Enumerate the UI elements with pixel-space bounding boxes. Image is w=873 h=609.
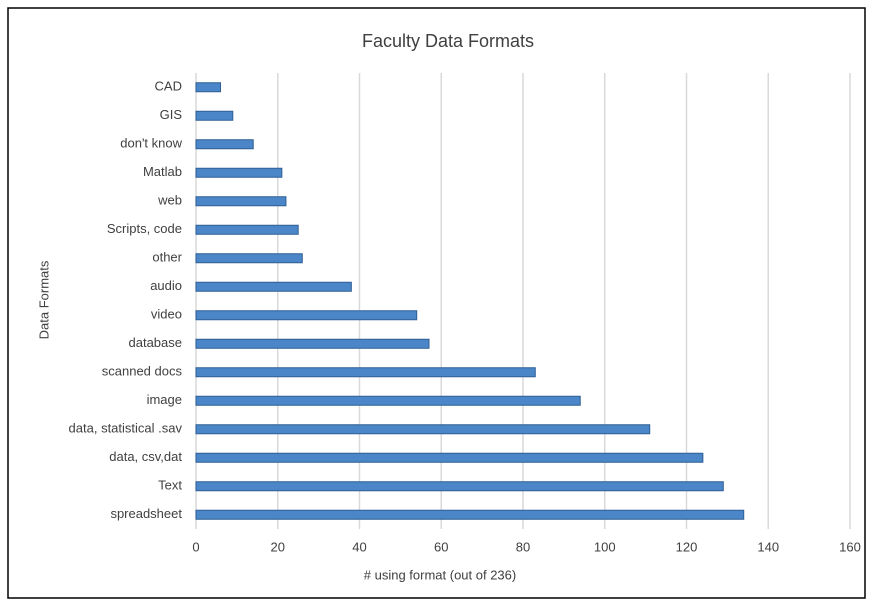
- y-tick-label: other: [152, 250, 182, 265]
- y-tick-label: Text: [158, 478, 182, 493]
- bar: [195, 338, 430, 349]
- y-axis-label: Data Formats: [36, 260, 51, 339]
- x-tick-label: 20: [271, 539, 285, 554]
- x-tick-label: 140: [757, 539, 779, 554]
- y-tick-label: data, csv,dat: [109, 449, 182, 464]
- bar: [195, 196, 287, 207]
- y-tick-label: image: [147, 392, 182, 407]
- bar: [195, 310, 418, 321]
- bar: [195, 224, 299, 235]
- y-tick-label: database: [129, 335, 183, 350]
- y-tick-label: scanned docs: [102, 364, 183, 379]
- y-tick-label: don't know: [120, 136, 182, 151]
- bar: [195, 82, 222, 93]
- bar: [195, 167, 283, 178]
- x-tick-label: 60: [434, 539, 448, 554]
- y-tick-label: data, statistical .sav: [69, 421, 183, 436]
- bar: [195, 110, 234, 121]
- bar: [195, 452, 704, 463]
- x-tick-label: 80: [516, 539, 530, 554]
- y-tick-label: GIS: [160, 107, 183, 122]
- bar: [195, 395, 581, 406]
- x-tick-label: 100: [594, 539, 616, 554]
- y-tick-label: video: [151, 307, 182, 322]
- y-tick-label: web: [157, 193, 182, 208]
- x-tick-label: 0: [192, 539, 199, 554]
- bar: [195, 281, 352, 292]
- y-tick-label: CAD: [155, 79, 182, 94]
- bar: [195, 139, 254, 150]
- bar: [195, 367, 536, 378]
- x-tick-label: 120: [676, 539, 698, 554]
- y-tick-label: Matlab: [143, 164, 182, 179]
- bar: [195, 509, 745, 520]
- chart-title: Faculty Data Formats: [362, 31, 534, 51]
- chart-frame: [7, 7, 866, 599]
- bar: [195, 253, 303, 264]
- x-tick-label: 40: [352, 539, 366, 554]
- bar: [195, 481, 724, 492]
- bar: [195, 424, 651, 435]
- x-tick-label: 160: [839, 539, 861, 554]
- y-tick-label: audio: [150, 278, 182, 293]
- x-axis-label: # using format (out of 236): [364, 567, 516, 582]
- y-tick-label: spreadsheet: [110, 506, 182, 521]
- y-tick-label: Scripts, code: [107, 221, 182, 236]
